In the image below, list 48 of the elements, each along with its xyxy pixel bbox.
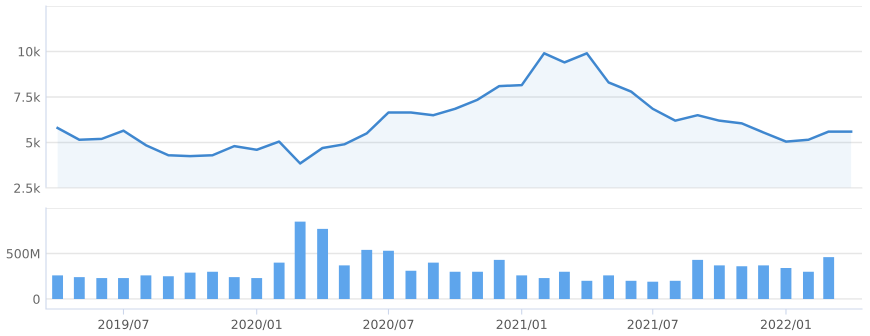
bar [581,280,592,299]
x-tick-label: 2019/07 [98,320,148,330]
bar [494,260,505,299]
bar [338,265,350,299]
bar [538,278,550,299]
x-tick-label: 2020/01 [232,320,282,330]
bar [251,278,262,299]
bar [823,257,834,299]
bar [207,272,218,299]
bar [428,262,439,299]
bar [692,260,704,299]
bar [162,276,174,299]
bar [361,250,372,299]
bar [274,262,285,299]
bar [118,278,129,299]
x-tick-label: 2021/07 [628,320,678,330]
bar [802,272,814,299]
bar [228,277,240,299]
bar [317,228,328,299]
bar [603,275,614,299]
bar [450,272,461,299]
y-tick-label: 7.5k [14,92,40,102]
bar [516,275,528,299]
y-tick-label: 2.5k [14,183,40,193]
bar [405,270,416,299]
y-tick-label: 10k [18,46,40,56]
bar [184,272,196,299]
bar [74,277,85,299]
y-tick-label: 500M [6,248,40,258]
bar [758,265,769,299]
bar [558,272,570,299]
bar [52,275,64,299]
bar [140,275,152,299]
bar [714,265,725,299]
x-tick-label: 2022/01 [760,320,811,330]
bar [647,282,658,299]
bar [96,278,108,299]
bar [780,268,792,299]
y-tick-label: 5k [26,138,40,148]
bar [383,250,394,299]
x-tick-label: 2020/07 [363,320,414,330]
bar [670,280,681,299]
bar [472,272,483,299]
x-tick-label: 2021/01 [496,320,547,330]
y-tick-label: 0 [33,294,40,304]
bar [626,280,636,299]
bar [294,222,306,299]
bar [736,266,748,299]
